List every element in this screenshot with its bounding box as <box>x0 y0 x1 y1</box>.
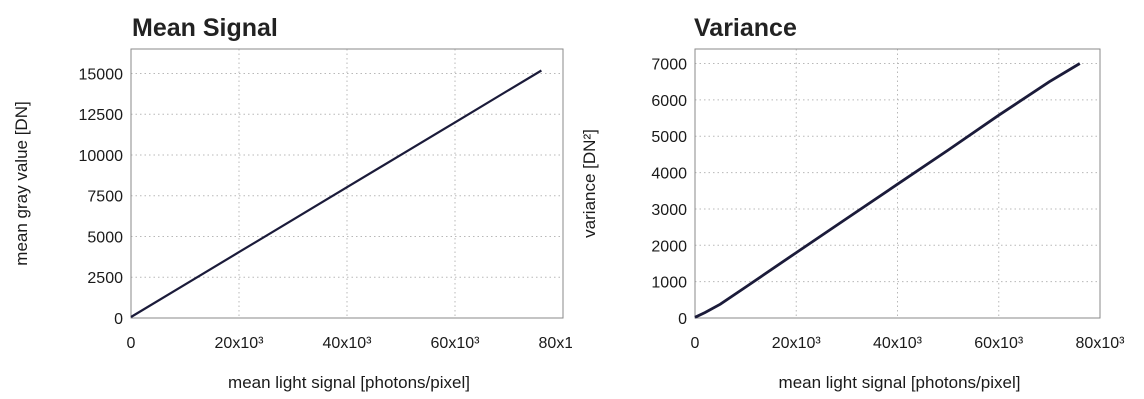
y-tick-label: 1000 <box>651 275 687 292</box>
x-tick-label: 80x10³ <box>1076 335 1126 352</box>
y-tick-label: 5000 <box>651 129 687 146</box>
chart-title: Variance <box>694 14 797 42</box>
x-tick-label: 40x10³ <box>873 335 923 352</box>
y-tick-label: 5000 <box>87 229 123 246</box>
chart-panel-mean-signal: Mean Signal 0 2500 5000 7500 10000 12500 15000… <box>12 14 572 392</box>
y-tick-label: 4000 <box>651 166 687 183</box>
x-axis-label: mean light signal [photons/pixel] <box>779 373 1021 392</box>
y-tick-label: 12500 <box>79 107 124 124</box>
y-tick-label: 15000 <box>79 66 124 83</box>
x-tick-label: 20x10³ <box>215 335 265 352</box>
y-tick-label: 7000 <box>651 57 687 74</box>
plot-area-frame <box>130 48 564 319</box>
mean-signal-chart: 0 2500 5000 7500 10000 12500 15000 0 20x10³ 40x10… <box>12 48 572 392</box>
chart-title: Mean Signal <box>132 14 278 42</box>
y-axis-label: mean gray value [DN] <box>12 101 31 265</box>
x-tick-label: 60x10³ <box>974 335 1024 352</box>
series-line <box>130 69 542 318</box>
y-axis-label: variance [DN²] <box>580 129 599 238</box>
chart-panel-variance: Variance 0 1000 2000 3000 4000 5000 6000 7000 0 2… <box>572 0 1144 399</box>
x-tick-label: 0 <box>691 335 700 352</box>
y-tick-label: 6000 <box>651 93 687 110</box>
y-tick-label: 0 <box>678 311 687 328</box>
plot-area-frame <box>694 48 1101 319</box>
x-tick-label: 0 <box>127 335 136 352</box>
y-tick-label: 3000 <box>651 202 687 219</box>
y-tick-label: 2000 <box>651 238 687 255</box>
y-tick-label: 10000 <box>79 148 124 165</box>
y-tick-label: 0 <box>114 311 123 328</box>
series-line <box>694 62 1081 319</box>
x-tick-label: 20x10³ <box>772 335 822 352</box>
variance-chart: 0 1000 2000 3000 4000 5000 6000 7000 0 20x10³ 40x1… <box>580 48 1126 392</box>
y-tick-label: 2500 <box>87 270 123 287</box>
x-tick-label: 60x10³ <box>431 335 481 352</box>
x-tick-label: 80x10³ <box>539 335 572 352</box>
x-axis-label: mean light signal [photons/pixel] <box>228 373 470 392</box>
x-tick-label: 40x10³ <box>323 335 373 352</box>
y-tick-label: 7500 <box>87 189 123 206</box>
